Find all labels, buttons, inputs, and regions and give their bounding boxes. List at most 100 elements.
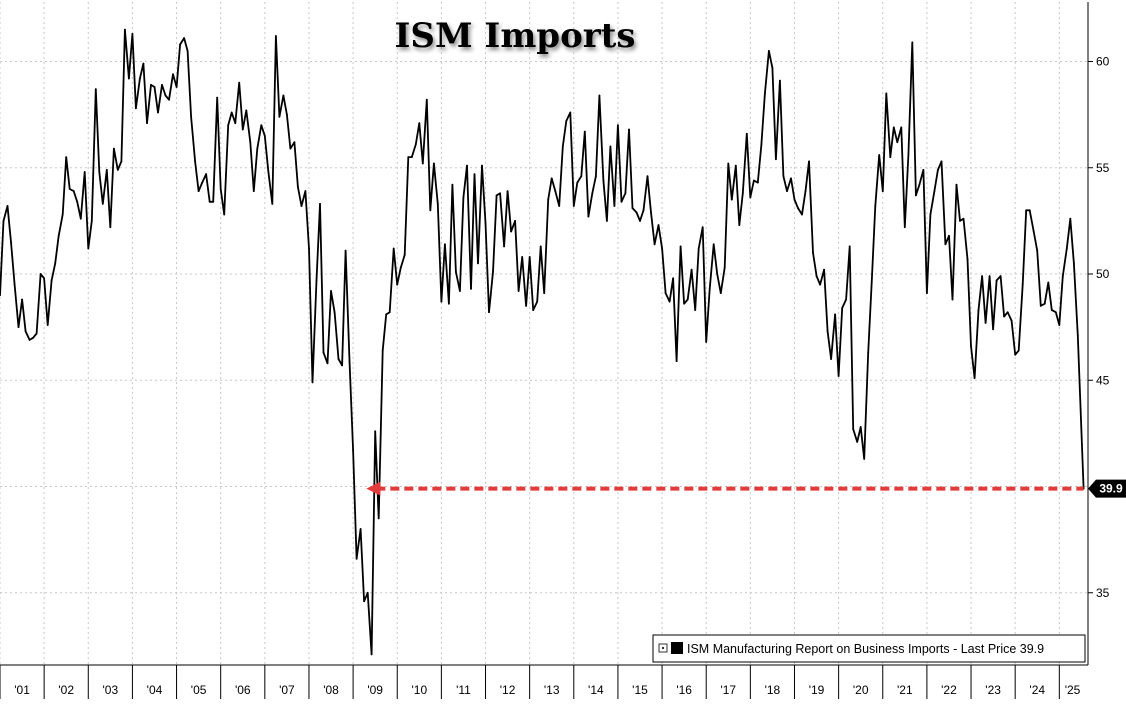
data-point <box>98 171 101 173</box>
x-tick-label: '25 <box>1065 683 1081 697</box>
data-point <box>955 183 958 186</box>
data-point <box>642 209 645 212</box>
data-point <box>274 35 277 37</box>
data-point <box>0 294 1 297</box>
data-point <box>21 298 23 301</box>
data-point <box>951 298 954 301</box>
data-point <box>377 517 380 520</box>
data-point <box>547 198 550 201</box>
data-point <box>492 270 494 273</box>
data-point <box>635 211 638 214</box>
data-point <box>135 107 137 110</box>
data-point <box>752 179 755 182</box>
data-point <box>1028 209 1031 212</box>
data-point <box>922 168 925 171</box>
data-point <box>1043 302 1046 305</box>
data-point <box>767 49 770 52</box>
x-tick-label: '13 <box>544 683 560 697</box>
data-point <box>139 77 141 80</box>
data-point <box>602 179 605 182</box>
data-point <box>146 122 148 125</box>
data-point <box>150 83 152 86</box>
data-point <box>889 156 892 159</box>
x-tick-label: '01 <box>14 683 30 697</box>
data-point <box>267 171 270 173</box>
data-point <box>834 313 836 316</box>
data-point <box>565 120 568 122</box>
data-point <box>631 207 634 210</box>
data-point <box>528 256 531 258</box>
x-tick-label: '12 <box>500 683 516 697</box>
data-point <box>856 440 859 443</box>
data-point <box>488 311 490 314</box>
data-point <box>65 156 68 159</box>
data-point <box>734 164 737 167</box>
data-point <box>238 81 241 84</box>
data-point <box>771 66 774 69</box>
data-point <box>1036 249 1039 252</box>
x-tick-label: '10 <box>411 683 427 697</box>
data-point <box>966 258 969 261</box>
data-point <box>764 92 766 95</box>
data-point <box>863 457 866 460</box>
x-tick-label: '06 <box>235 683 251 697</box>
data-point <box>628 128 630 131</box>
x-tick-label: '17 <box>720 683 736 697</box>
legend-series-swatch-icon <box>671 642 683 654</box>
x-tick-label: '23 <box>985 683 1001 697</box>
data-point <box>54 262 57 265</box>
data-point <box>289 147 292 150</box>
data-point <box>779 79 781 82</box>
data-point <box>359 528 362 530</box>
data-point <box>451 183 454 186</box>
data-point <box>50 279 53 282</box>
data-point <box>352 449 355 452</box>
data-point <box>455 270 457 273</box>
data-point <box>830 358 833 360</box>
data-point <box>94 88 97 91</box>
data-point <box>815 275 818 278</box>
data-point <box>506 190 509 193</box>
data-point <box>355 557 358 560</box>
data-point <box>116 168 119 171</box>
data-point <box>550 177 553 180</box>
data-point <box>425 98 428 101</box>
data-point <box>929 213 932 216</box>
data-point <box>24 330 27 333</box>
data-point <box>473 173 476 176</box>
x-tick-label: '05 <box>191 683 207 697</box>
data-point <box>112 147 115 150</box>
y-tick-label: 60 <box>1096 55 1110 69</box>
data-point <box>57 234 60 237</box>
data-point <box>153 86 156 88</box>
data-point <box>300 205 303 207</box>
data-point <box>914 194 917 197</box>
data-point <box>285 113 288 116</box>
data-point <box>782 175 785 178</box>
data-point <box>297 185 299 188</box>
data-point <box>620 200 623 203</box>
data-point <box>161 83 163 86</box>
data-point <box>2 219 5 222</box>
data-point <box>686 298 689 301</box>
data-point <box>1054 311 1057 314</box>
data-point <box>6 205 9 207</box>
data-point <box>1047 281 1050 284</box>
data-point <box>120 160 123 163</box>
data-point <box>46 324 49 326</box>
data-point <box>580 175 583 178</box>
data-point <box>793 198 796 201</box>
data-point <box>1076 334 1079 337</box>
data-point <box>561 145 564 148</box>
data-point <box>28 338 31 341</box>
last-value-label: 39.9 <box>1099 482 1123 496</box>
series-line <box>0 28 1085 656</box>
data-point <box>68 188 71 190</box>
data-point <box>466 164 468 167</box>
data-point <box>17 326 20 329</box>
data-point <box>701 226 704 229</box>
data-point <box>569 111 572 114</box>
data-point <box>664 292 667 295</box>
y-tick-label: 50 <box>1096 267 1110 281</box>
data-point <box>867 351 870 354</box>
